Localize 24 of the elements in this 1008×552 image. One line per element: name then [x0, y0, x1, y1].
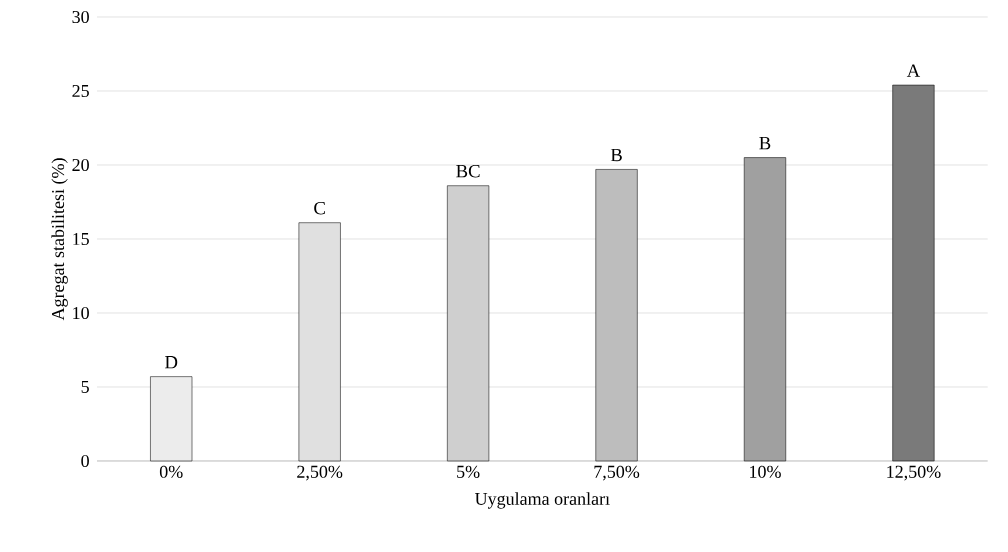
- y-tick-label: 30: [72, 10, 89, 24]
- annotation: D: [165, 356, 178, 369]
- x-tick-label: 12,50%: [887, 465, 941, 481]
- annotation: A: [906, 64, 921, 77]
- x-tick-label: 7,50%: [594, 465, 640, 481]
- y-tick-label: 10: [73, 306, 89, 320]
- bar: [298, 222, 341, 462]
- y-tick-label: 5: [81, 381, 89, 393]
- y-tick-label: 20: [72, 158, 89, 172]
- y-tick-label: 0: [81, 454, 89, 468]
- y-tick-label: 15: [73, 232, 89, 246]
- y-tick-label: 25: [72, 84, 89, 98]
- annotation: B: [610, 148, 622, 162]
- x-tick-label: 2,50%: [297, 465, 343, 481]
- y-axis-title: Agregat stabilitesi (%): [51, 158, 68, 321]
- annotation: BC: [456, 164, 480, 178]
- bar: [150, 376, 193, 462]
- annotation: B: [759, 137, 771, 150]
- x-tick-label: 0%: [159, 465, 183, 478]
- bar: [892, 84, 935, 462]
- x-tick-label: 5%: [457, 465, 480, 478]
- x-axis-title: Uygulama oranları: [474, 492, 610, 509]
- x-tick-label: 10%: [750, 465, 781, 478]
- annotation: C: [314, 201, 325, 215]
